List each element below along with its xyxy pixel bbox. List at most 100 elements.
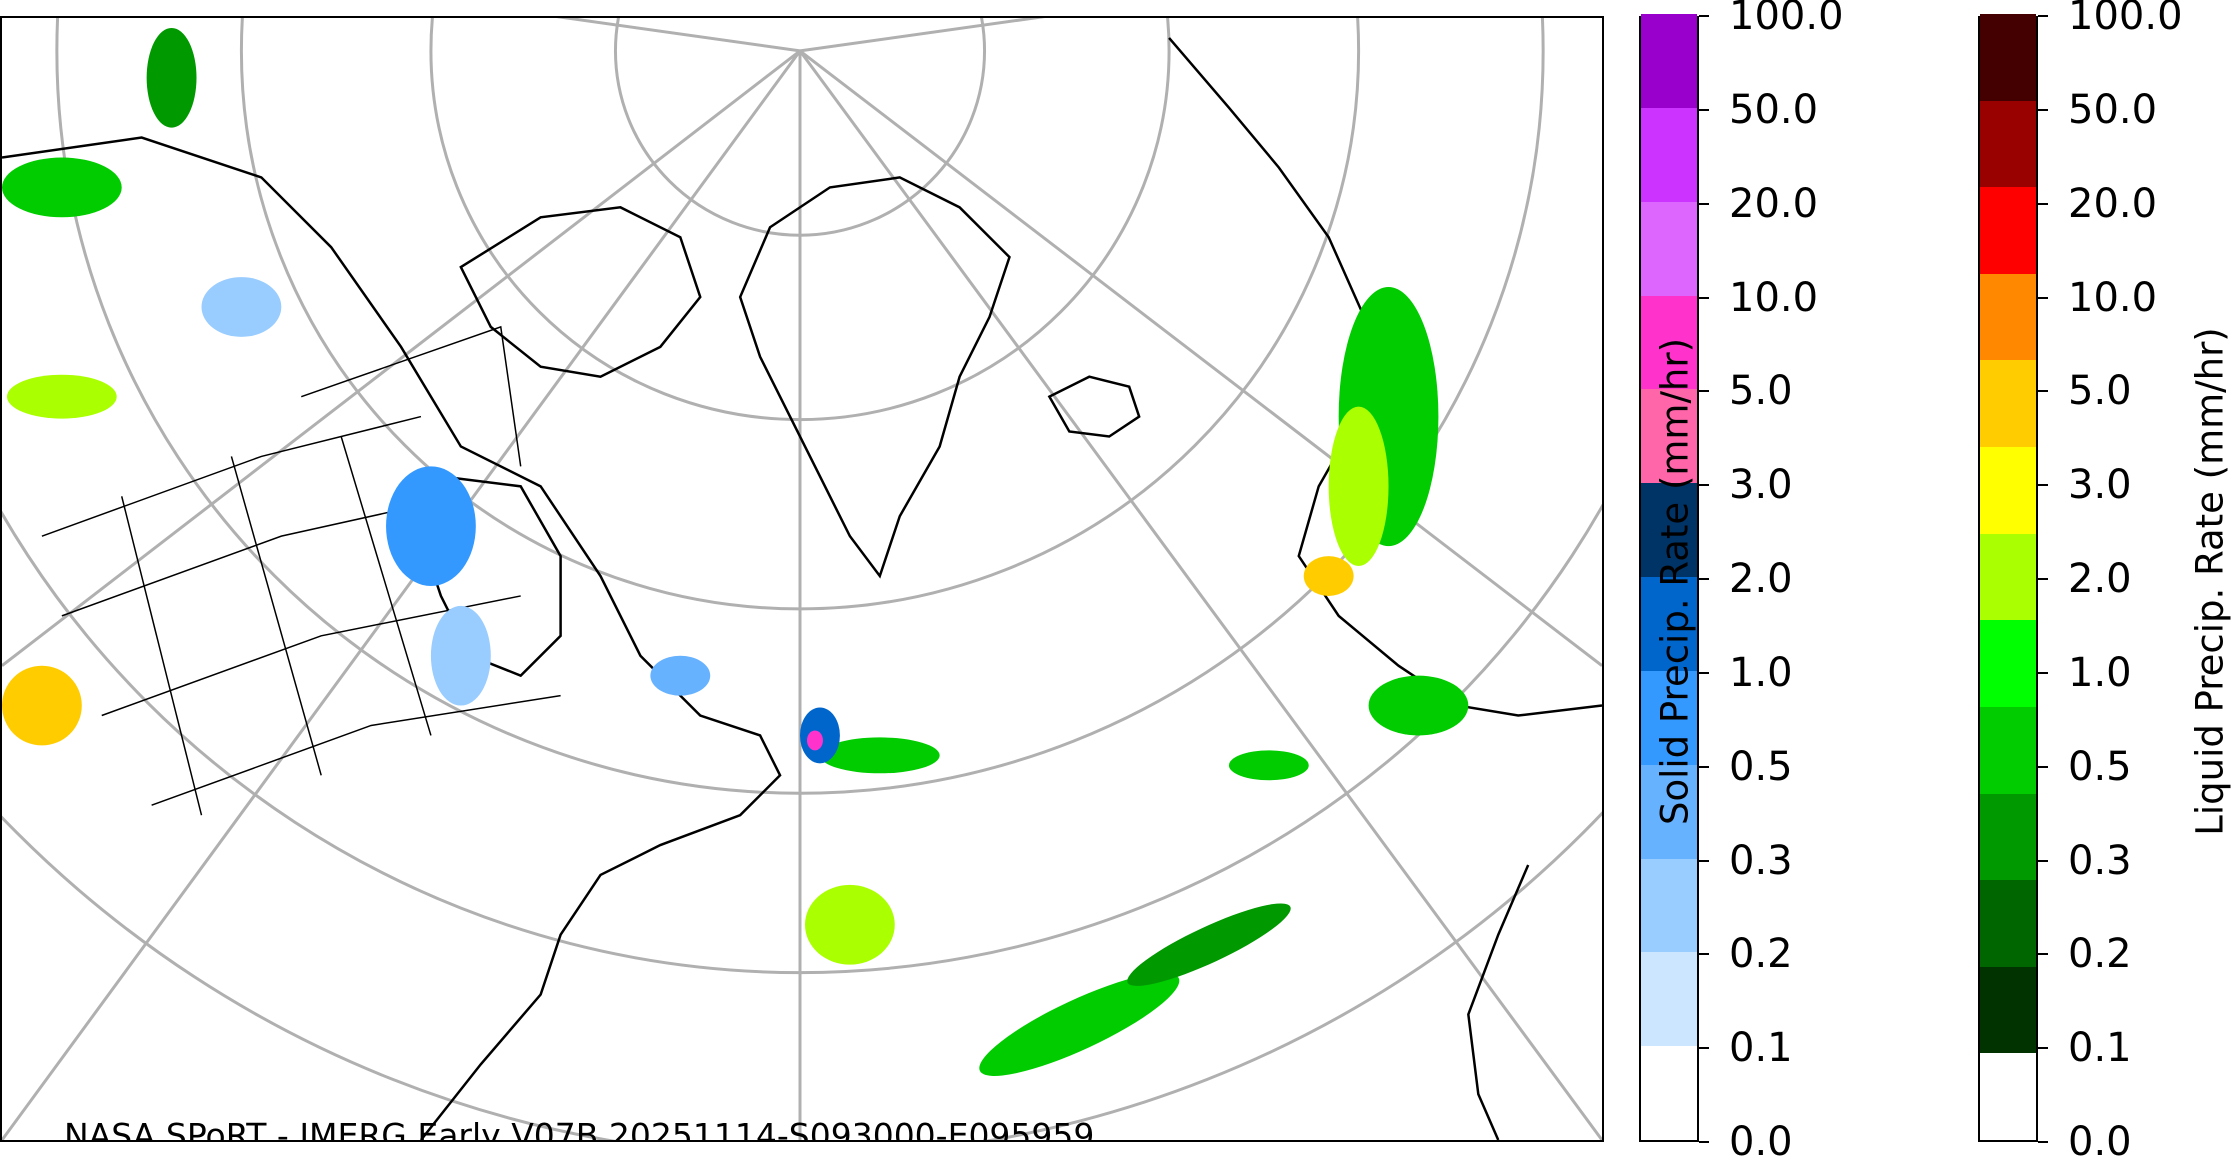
liquid-colorbar-segment [1980,966,2036,1054]
precip-patch [6,374,117,419]
liquid-colorbar-tick [2038,296,2048,299]
solid-precip-patches [201,277,840,764]
border-line [120,496,203,816]
solid-colorbar-tick [1699,15,1709,17]
liquid-colorbar-tick [2038,15,2048,17]
liquid-colorbar-tick-label: 50.0 [2068,86,2158,133]
iceland-coast [1047,375,1141,438]
solid-colorbar-segment [1641,764,1697,859]
liquid-colorbar-label: Liquid Precip. Rate (mm/hr) [2188,327,2232,836]
liquid-colorbar-tick [2038,671,2048,674]
precip-patch [650,655,711,696]
solid-colorbar-tick-label: 5.0 [1729,368,1793,415]
solid-colorbar-tick [1699,953,1709,956]
solid-colorbar-tick [1699,1141,1709,1143]
liquid-colorbar-segment [1980,273,2036,361]
meridian-line [556,18,801,53]
liquid-colorbar-tick-label: 0.2 [2068,931,2132,978]
solid-colorbar-segment [1641,201,1697,296]
precip-patch [804,884,895,965]
liquid-colorbar-tick-label: 5.0 [2068,368,2132,415]
africa-coast [1467,864,1530,1140]
political-borders [41,325,561,816]
precip-patch [201,277,282,337]
solid-colorbar-tick-label: 0.5 [1729,743,1793,790]
solid-colorbar-tick-label: 2.0 [1729,556,1793,602]
liquid-colorbar-tick-label: 10.0 [2068,274,2158,321]
solid-colorbar-tick-label: 100.0 [1729,0,1844,39]
precip-patch [1303,556,1354,596]
solid-colorbar-tick-label: 3.0 [1729,462,1793,509]
border-line [151,694,561,806]
meridian-line [798,49,1602,1140]
meridian-line [2,49,801,667]
solid-colorbar-segment [1641,1046,1697,1140]
solid-colorbar-tick [1699,1047,1709,1050]
solid-colorbar-segment [1641,295,1697,390]
solid-colorbar-tick-label: 0.0 [1729,1119,1793,1165]
north-america-coast [2,136,782,1140]
meridian-line [799,18,1045,53]
border-line [340,436,432,736]
liquid-colorbar-tick [2038,390,2048,393]
solid-colorbar-segment [1641,577,1697,671]
precip-patch [386,466,476,586]
liquid-precip-colorbar [1978,14,2038,1142]
liquid-colorbar-tick-label: 20.0 [2068,180,2158,227]
solid-colorbar-tick [1699,859,1709,862]
precip-patch [2,157,122,218]
credit-text: NASA SPoRT - IMERG Early V07B 20251114-S… [64,1116,1095,1142]
solid-colorbar-segment [1641,670,1697,765]
precip-patch [1228,750,1309,781]
liquid-colorbar-tick-label: 1.0 [2068,649,2132,696]
liquid-colorbar-segment [1980,533,2036,621]
liquid-colorbar-tick [2038,484,2048,487]
solid-colorbar-tick-label: 10.0 [1729,274,1819,321]
liquid-colorbar-tick [2038,859,2048,862]
solid-precip-colorbar [1639,14,1699,1142]
solid-colorbar-tick [1699,390,1709,393]
precipitation-map[interactable]: NASA SPoRT - IMERG Early V07B 20251114-S… [0,16,1604,1142]
liquid-colorbar-tick [2038,1141,2048,1143]
border-line [301,325,522,467]
liquid-colorbar-tick-label: 0.3 [2068,837,2132,884]
liquid-colorbar-segment [1980,793,2036,881]
liquid-colorbar-tick [2038,202,2048,205]
solid-colorbar-segment [1641,952,1697,1047]
precip-patch [430,605,491,706]
solid-colorbar-tick [1699,765,1709,768]
liquid-colorbar-tick-label: 100.0 [2068,0,2183,39]
liquid-colorbar-tick-label: 0.5 [2068,743,2132,790]
precip-patch [1328,406,1389,567]
liquid-colorbar-tick-label: 0.1 [2068,1025,2132,1072]
solid-colorbar-tick-label: 0.3 [1729,837,1793,884]
liquid-colorbar-segment [1980,100,2036,188]
precip-patch [979,972,1180,1076]
liquid-colorbar-tick [2038,108,2048,111]
liquid-colorbar-tick-label: 3.0 [2068,462,2132,509]
precip-patch [1127,903,1291,986]
solid-colorbar-tick-label: 20.0 [1729,180,1819,227]
precip-patch [1368,675,1469,736]
liquid-colorbar-segment [1980,880,2036,967]
solid-colorbar-tick [1699,296,1709,299]
solid-colorbar-segment [1641,389,1697,484]
liquid-colorbar-tick [2038,578,2048,580]
liquid-colorbar-tick [2038,1047,2048,1050]
precip-patch [146,27,197,128]
solid-colorbar-tick-label: 0.2 [1729,931,1793,978]
liquid-colorbar-segment [1980,1053,2036,1140]
precip-patch [2,665,82,746]
solid-colorbar-segment [1641,107,1697,202]
solid-colorbar-tick [1699,108,1709,111]
solid-colorbar-tick-label: 50.0 [1729,86,1819,133]
solid-colorbar-label: Solid Precip. Rate (mm/hr) [1653,337,1697,826]
precip-patch [806,730,823,751]
solid-colorbar-tick [1699,202,1709,205]
liquid-precip-patches [2,27,1469,1076]
liquid-colorbar-tick [2038,765,2048,768]
liquid-colorbar-segment [1980,620,2036,707]
liquid-colorbar-tick [2038,953,2048,956]
solid-colorbar-segment [1641,14,1697,108]
solid-colorbar-tick [1699,671,1709,674]
